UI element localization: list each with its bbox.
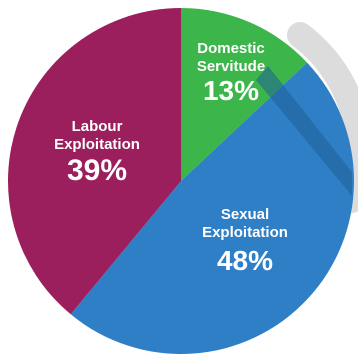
slice-value-label: 39% — [67, 154, 127, 187]
pie-slices — [7, 8, 354, 354]
pie-slice-1 — [70, 62, 354, 354]
slice-label-line2: Servitude — [197, 58, 265, 75]
slice-label-line2: Exploitation — [54, 136, 140, 153]
slice-label-line1: Domestic — [197, 40, 265, 57]
slice-label-line1: Labour — [72, 118, 123, 135]
slice-label-line1: Sexual — [221, 206, 269, 223]
slice-value-label: 48% — [217, 245, 273, 276]
slice-label-line2: Exploitation — [202, 224, 288, 241]
pie-slice-2 — [7, 8, 181, 315]
pie-slice-0 — [181, 8, 308, 181]
slice-value-label: 13% — [203, 75, 259, 106]
decorative-stripe — [256, 66, 352, 196]
